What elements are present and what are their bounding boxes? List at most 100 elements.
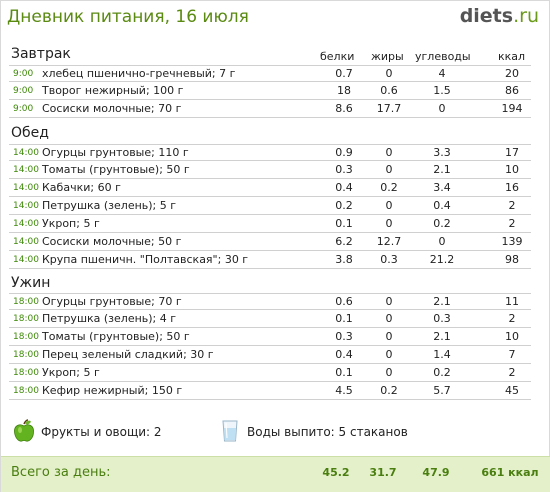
row-protein: 8.6: [335, 102, 353, 115]
site-logo[interactable]: diets.ru: [460, 5, 539, 27]
row-time: 9:00: [13, 69, 34, 79]
row-time: 18:00: [13, 350, 39, 360]
row-kcal: 11: [505, 295, 519, 308]
row-protein: 0.2: [335, 199, 353, 212]
row-kcal: 2: [508, 217, 516, 230]
row-time: 14:00: [13, 183, 39, 193]
row-carbs: 1.4: [433, 348, 451, 361]
row-food: Петрушка (зелень); 5 г: [42, 199, 177, 212]
table-row: 14:00 Томаты (грунтовые); 50 г 0.3 0 2.1…: [9, 162, 531, 179]
row-fat: 0.3: [380, 253, 398, 266]
row-fat: 0: [385, 295, 393, 308]
row-food: Сосиски молочные; 50 г: [42, 235, 182, 248]
row-kcal: 10: [505, 330, 519, 343]
logo-tld: .ru: [513, 5, 539, 27]
row-kcal: 2: [508, 199, 516, 212]
row-time: 9:00: [13, 104, 34, 114]
row-protein: 3.8: [335, 253, 353, 266]
table-row: 18:00 Перец зеленый сладкий; 30 г 0.4 0 …: [9, 347, 531, 364]
total-carbs: 47.9: [422, 466, 450, 479]
row-time: 18:00: [13, 386, 39, 396]
row-food: Сосиски молочные; 70 г: [42, 102, 182, 115]
total-kcal: 661 ккал: [481, 466, 539, 479]
row-protein: 0.3: [335, 163, 353, 176]
row-food: Томаты (грунтовые); 50 г: [42, 163, 190, 176]
table-row: 18:00 Петрушка (зелень); 4 г 0.1 0 0.3 2: [9, 311, 531, 328]
row-fat: 17.7: [376, 102, 402, 115]
row-food: Крупа пшеничн. "Полтавская"; 30 г: [42, 253, 249, 266]
row-food: Петрушка (зелень); 4 г: [42, 312, 177, 325]
row-time: 14:00: [13, 219, 39, 229]
row-carbs: 0.3: [433, 312, 451, 325]
row-protein: 0.3: [335, 330, 353, 343]
total-protein: 45.2: [322, 466, 350, 479]
row-fat: 0: [385, 312, 393, 325]
total-fat: 31.7: [369, 466, 397, 479]
water-label: Воды выпито: 5 стаканов: [247, 425, 408, 439]
row-kcal: 139: [501, 235, 523, 248]
row-protein: 4.5: [335, 384, 353, 397]
row-carbs: 0: [438, 235, 446, 248]
row-fat: 0: [385, 67, 393, 80]
row-carbs: 2.1: [433, 330, 451, 343]
apple-icon: [14, 419, 34, 442]
row-food: Огурцы грунтовые; 110 г: [42, 146, 189, 159]
row-time: 14:00: [13, 148, 39, 158]
row-kcal: 16: [505, 181, 519, 194]
row-carbs: 2.1: [433, 163, 451, 176]
row-carbs: 0.2: [433, 217, 451, 230]
row-carbs: 4: [438, 67, 446, 80]
row-kcal: 7: [508, 348, 516, 361]
row-fat: 0: [385, 217, 393, 230]
table-row: 18:00 Огурцы грунтовые; 70 г 0.6 0 2.1 1…: [9, 293, 531, 310]
table-row: 18:00 Кефир нежирный; 150 г 4.5 0.2 5.7 …: [9, 383, 531, 400]
table-row: 9:00 Творог нежирный; 100 г 18 0.6 1.5 8…: [9, 83, 531, 100]
row-food: хлебец пшенично-гречневый; 7 г: [42, 67, 236, 80]
row-time: 9:00: [13, 86, 34, 96]
table-row: 14:00 Крупа пшеничн. "Полтавская"; 30 г …: [9, 252, 531, 269]
row-kcal: 2: [508, 366, 516, 379]
table-row: 18:00 Томаты (грунтовые); 50 г 0.3 0 2.1…: [9, 329, 531, 346]
fruits-label: Фрукты и овощи: 2: [41, 425, 162, 439]
row-fat: 0: [385, 146, 393, 159]
row-food: Кефир нежирный; 150 г: [42, 384, 183, 397]
daily-totals: Всего за день: 45.2 31.7 47.9 661 ккал: [1, 456, 550, 492]
row-carbs: 5.7: [433, 384, 451, 397]
row-protein: 0.1: [335, 366, 353, 379]
row-protein: 0.4: [335, 348, 353, 361]
row-carbs: 1.5: [433, 84, 451, 97]
table-row: 14:00 Сосиски молочные; 50 г 6.2 12.7 0 …: [9, 234, 531, 251]
fruits-summary: Фрукты и овощи: 2: [11, 419, 211, 445]
row-fat: 12.7: [376, 235, 402, 248]
row-kcal: 45: [505, 384, 519, 397]
row-time: 18:00: [13, 332, 39, 342]
row-carbs: 3.3: [433, 146, 451, 159]
row-time: 18:00: [13, 314, 39, 324]
row-carbs: 3.4: [433, 181, 451, 194]
row-protein: 0.9: [335, 146, 353, 159]
logo-name: diets: [459, 5, 514, 27]
row-fat: 0.2: [380, 384, 398, 397]
column-header-kcal: ккал: [498, 50, 526, 63]
page-title: Дневник питания, 16 июля: [7, 7, 249, 27]
row-fat: 0.6: [380, 84, 398, 97]
row-carbs: 2.1: [433, 295, 451, 308]
row-protein: 0.7: [335, 67, 353, 80]
row-kcal: 194: [501, 102, 523, 115]
row-fat: 0: [385, 366, 393, 379]
row-fat: 0: [385, 330, 393, 343]
row-protein: 0.6: [335, 295, 353, 308]
row-kcal: 86: [505, 84, 519, 97]
row-fat: 0: [385, 348, 393, 361]
row-kcal: 98: [505, 253, 519, 266]
column-header-carbs: углеводы: [415, 50, 471, 63]
row-time: 14:00: [13, 201, 39, 211]
row-protein: 6.2: [335, 235, 353, 248]
row-fat: 0.2: [380, 181, 398, 194]
row-carbs: 0.4: [433, 199, 451, 212]
row-protein: 0.4: [335, 181, 353, 194]
meal-title-lunch: Обед: [11, 125, 49, 141]
row-time: 18:00: [13, 368, 39, 378]
row-time: 14:00: [13, 165, 39, 175]
water-summary: Воды выпито: 5 стаканов: [219, 419, 439, 445]
